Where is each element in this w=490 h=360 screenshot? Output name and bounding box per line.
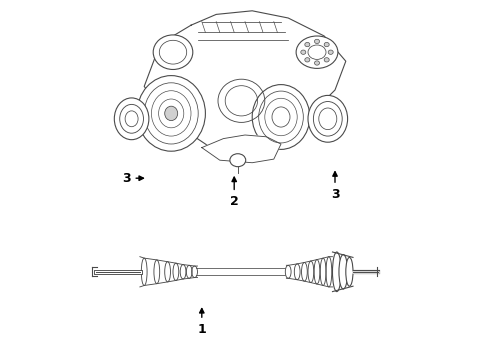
Ellipse shape xyxy=(305,42,310,47)
Ellipse shape xyxy=(328,50,333,54)
Text: 3: 3 xyxy=(122,172,144,185)
Ellipse shape xyxy=(324,58,329,62)
Ellipse shape xyxy=(114,98,149,140)
Polygon shape xyxy=(144,11,346,155)
Ellipse shape xyxy=(305,58,310,62)
Ellipse shape xyxy=(339,255,347,289)
Ellipse shape xyxy=(346,257,353,286)
Text: 1: 1 xyxy=(197,309,206,336)
Ellipse shape xyxy=(296,36,338,68)
Ellipse shape xyxy=(333,252,341,292)
Text: 3: 3 xyxy=(331,172,339,201)
Polygon shape xyxy=(196,268,288,275)
Ellipse shape xyxy=(252,85,310,149)
Ellipse shape xyxy=(230,154,245,167)
Polygon shape xyxy=(202,135,281,163)
Ellipse shape xyxy=(137,76,205,151)
Ellipse shape xyxy=(301,50,306,54)
Polygon shape xyxy=(286,257,333,287)
Ellipse shape xyxy=(308,95,347,142)
Ellipse shape xyxy=(153,35,193,69)
Ellipse shape xyxy=(315,39,319,44)
Ellipse shape xyxy=(324,42,329,47)
Polygon shape xyxy=(144,258,195,285)
Ellipse shape xyxy=(315,61,319,65)
Ellipse shape xyxy=(165,106,178,121)
Text: 2: 2 xyxy=(230,177,239,208)
